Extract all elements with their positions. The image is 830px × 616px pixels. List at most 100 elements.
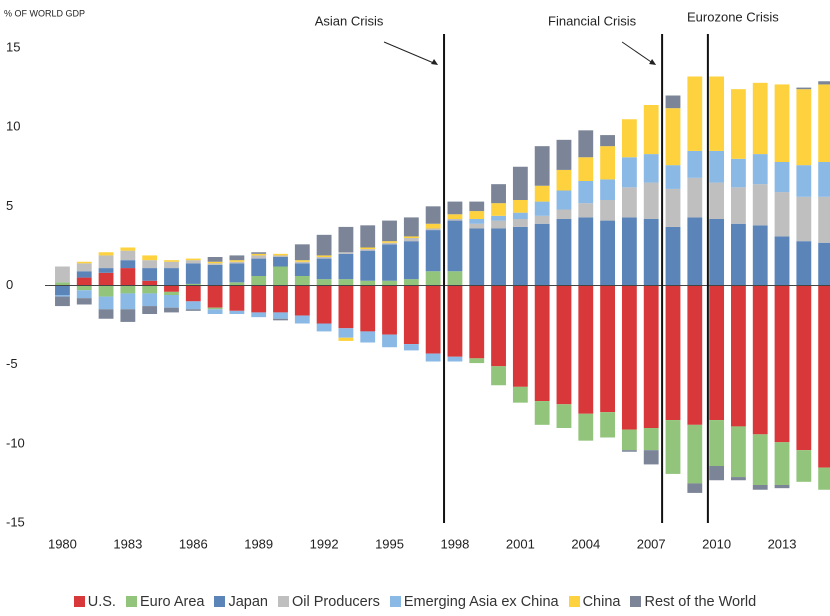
bar-segment — [447, 285, 463, 357]
bar-segment — [120, 285, 136, 294]
bar-segment — [120, 247, 136, 251]
bar-segment — [818, 162, 830, 197]
bar-segment — [491, 184, 506, 204]
bar-segment — [251, 285, 267, 313]
bar-segment — [665, 108, 681, 166]
bar-segment — [687, 150, 703, 178]
bar-segment — [731, 89, 746, 159]
bar-segment — [469, 223, 485, 229]
bar-segment — [796, 241, 812, 286]
bar-segment — [774, 192, 790, 237]
bar-segment — [709, 420, 725, 466]
bar-segment — [382, 220, 397, 242]
y-axis-label: % OF WORLD GDP — [4, 8, 85, 18]
bar-segment — [142, 285, 158, 294]
bar-segment — [774, 442, 790, 485]
bar-segment — [556, 219, 572, 286]
bar-segment — [382, 280, 397, 286]
bar-segment — [534, 201, 550, 216]
bar-segment — [687, 76, 703, 151]
y-tick-label: -10 — [6, 435, 25, 450]
bar-segment — [207, 264, 223, 286]
bar-segment — [403, 217, 419, 237]
bar-segment — [643, 154, 659, 183]
bar-segment — [294, 260, 310, 262]
bar-segment — [76, 285, 92, 291]
bar-segment — [273, 266, 288, 286]
bar-segment — [687, 483, 703, 493]
bar-segment — [512, 212, 528, 219]
arrow-head — [431, 59, 439, 65]
bar-segment — [731, 426, 746, 478]
bar-segment — [447, 214, 463, 219]
legend-item: Rest of the World — [630, 594, 756, 610]
bar-segment — [687, 285, 703, 425]
bar-segment — [316, 258, 332, 280]
bar-segment — [774, 162, 790, 193]
bar-segment — [164, 307, 179, 313]
bar-segment — [120, 250, 136, 261]
bar-segment — [578, 130, 594, 158]
x-tick-label: 1980 — [48, 536, 77, 551]
bar-segment — [207, 307, 223, 310]
bar-segment — [316, 234, 332, 256]
bar-segment — [818, 242, 830, 286]
bar-segment — [251, 252, 267, 254]
y-tick-label: -5 — [6, 356, 18, 371]
bar-segment — [643, 428, 659, 451]
bar-segment — [469, 211, 485, 219]
bar-segment — [360, 225, 376, 248]
bar-segment — [55, 282, 70, 286]
bar-segment — [578, 181, 594, 204]
bar-segment — [120, 268, 136, 286]
legend-swatch — [389, 596, 401, 607]
bar-segment — [382, 241, 397, 243]
bar-segment — [229, 261, 245, 264]
bar-segment — [752, 184, 768, 226]
bar-segment — [185, 285, 201, 302]
bar-segment — [338, 279, 354, 286]
bar-segment — [752, 225, 768, 286]
legend-label: U.S. — [87, 594, 116, 610]
y-tick-label: 0 — [6, 277, 13, 292]
bar-segment — [142, 306, 158, 314]
bar-segment — [273, 257, 288, 267]
bar-segment — [382, 285, 397, 335]
bar-segment — [98, 296, 114, 310]
bar-segment — [600, 412, 615, 438]
bar-segment — [76, 271, 92, 278]
bar-segment — [469, 358, 485, 364]
bar-segment — [774, 485, 790, 489]
chart: % OF WORLD GDP -15 -10 -5 0 5 10 15 1980 1983 198… — [4, 8, 830, 551]
bar-segment — [360, 331, 376, 343]
bar-segment — [316, 255, 332, 257]
bar-segment — [621, 119, 637, 158]
bar-segment — [512, 219, 528, 227]
bar-segment — [512, 226, 528, 286]
bar-segment — [621, 285, 637, 430]
legend-label: Rest of the World — [644, 594, 757, 610]
bar-segment — [425, 230, 441, 272]
bar-segment — [164, 260, 179, 262]
bar-segment — [643, 182, 659, 219]
bar-segment — [164, 268, 179, 286]
bar-segment — [98, 255, 114, 269]
bar-segment — [447, 220, 463, 272]
legend-item: Oil Producers — [277, 594, 380, 610]
bar-segment — [403, 241, 419, 280]
bar-segment — [687, 177, 703, 218]
bar-segment — [491, 220, 506, 229]
bar-segment — [578, 217, 594, 286]
legend-label: Euro Area — [139, 594, 205, 610]
bar-segment — [338, 285, 354, 329]
bar-segment — [338, 328, 354, 338]
x-tick-label: 2013 — [768, 536, 797, 551]
bar-segment — [709, 150, 725, 183]
bar-segment — [447, 201, 463, 215]
bar-segment — [403, 279, 419, 286]
bar-segment — [98, 268, 114, 273]
bar-segment — [142, 255, 158, 261]
bar-segment — [229, 263, 245, 283]
bar-segment — [621, 157, 637, 188]
bar-segment — [185, 283, 201, 286]
